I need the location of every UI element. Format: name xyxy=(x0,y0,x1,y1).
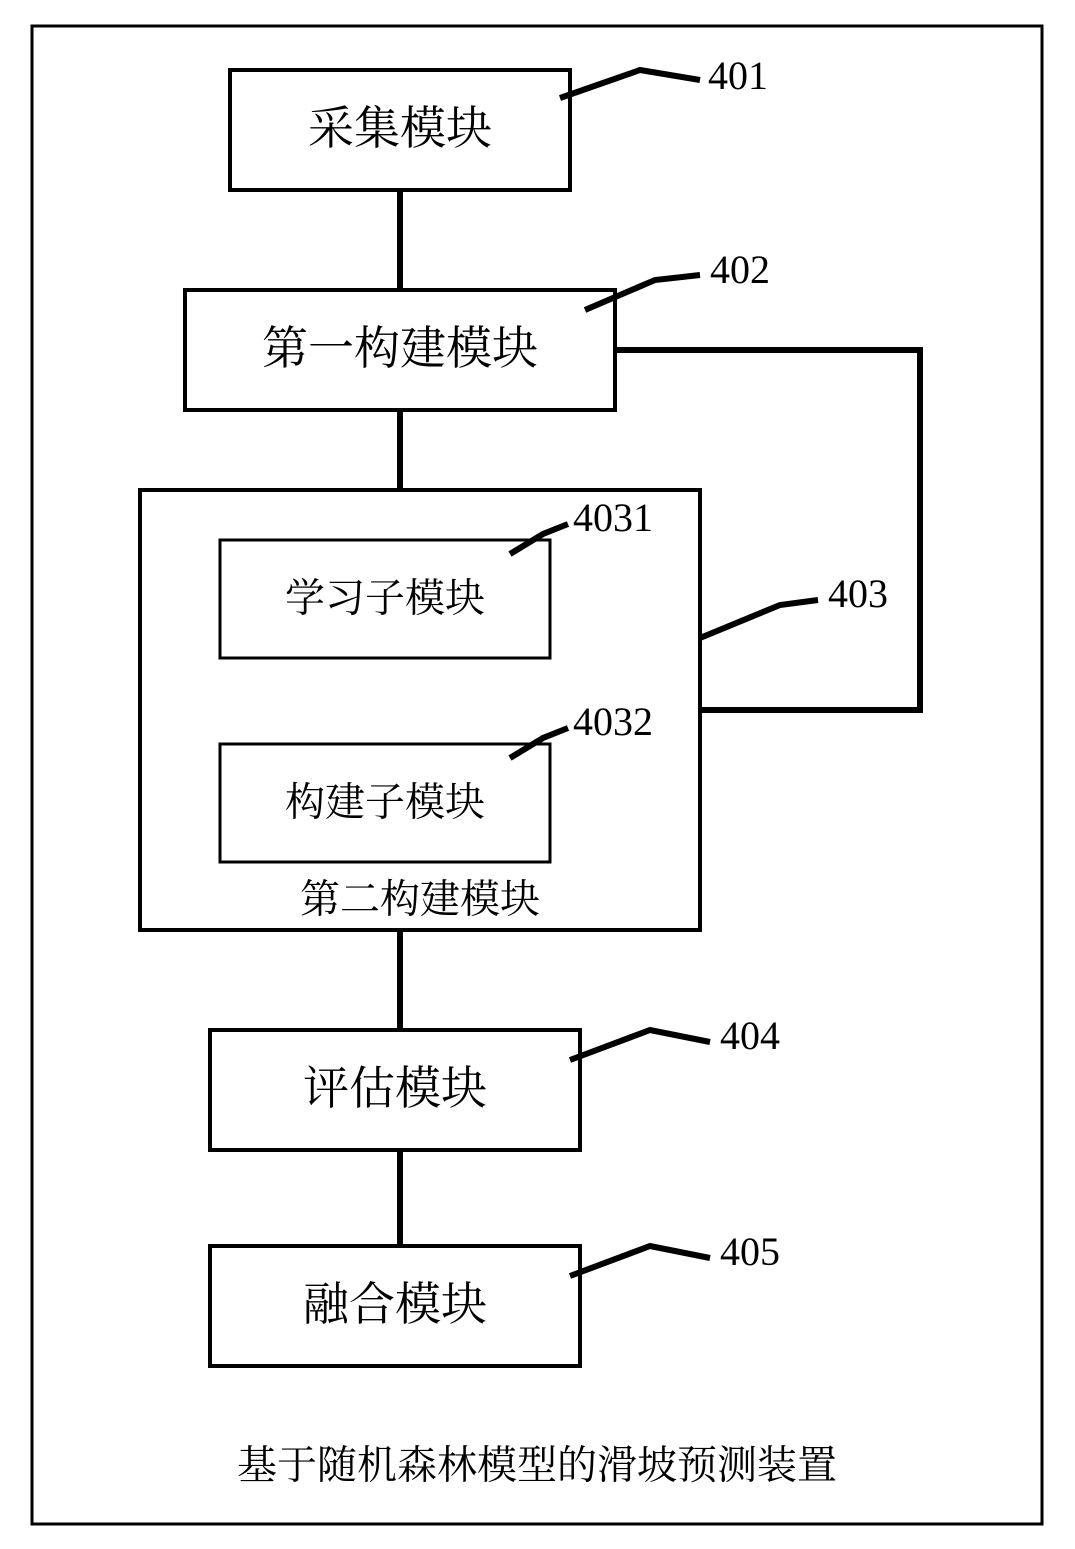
node-number: 405 xyxy=(720,1229,780,1274)
node-label: 学习子模块 xyxy=(285,566,485,623)
node-label: 第一构建模块 xyxy=(262,312,538,378)
node-label: 评估模块 xyxy=(303,1052,487,1118)
node-number: 4032 xyxy=(573,699,653,744)
node-number: 4031 xyxy=(573,495,653,540)
node-label: 采集模块 xyxy=(308,92,492,158)
node-number: 401 xyxy=(708,53,768,98)
node-number: 402 xyxy=(710,247,770,292)
flowchart-diagram: 采集模块 401 第一构建模块 402 第二构建模块 学习子模块 4031 构建子模块 4032… xyxy=(0,0,1075,1549)
node-number: 404 xyxy=(720,1013,780,1058)
node-label: 融合模块 xyxy=(303,1268,487,1334)
node-label: 构建子模块 xyxy=(285,770,485,827)
node-number: 403 xyxy=(828,571,888,616)
node-label: 第二构建模块 xyxy=(300,867,540,924)
diagram-title: 基于随机森林模型的滑坡预测装置 xyxy=(237,1433,837,1490)
